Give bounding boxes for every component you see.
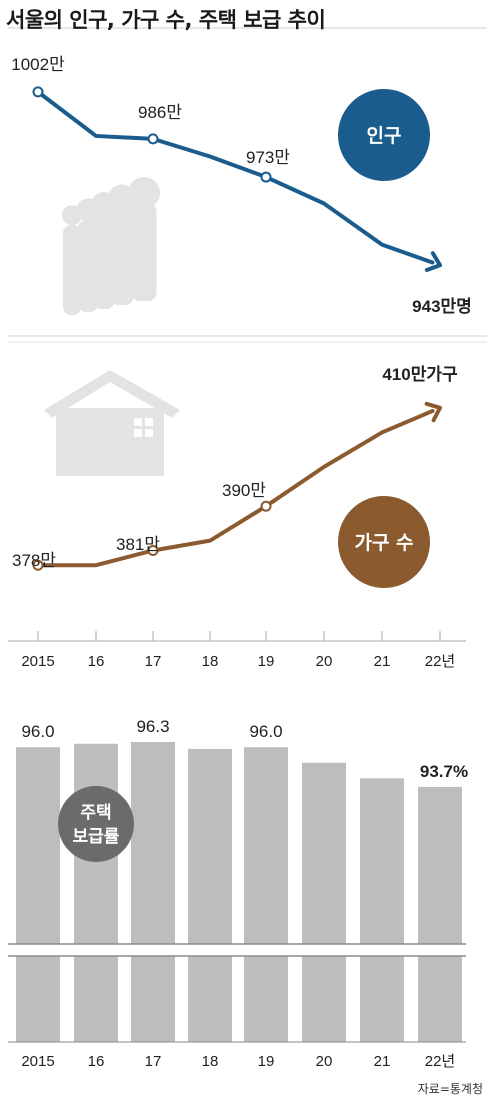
infographic-title: 서울의 인구, 가구 수, 주택 보급 추이 bbox=[6, 8, 326, 32]
bar bbox=[188, 748, 232, 1042]
data-label: 378만 bbox=[12, 551, 56, 570]
person-body-1 bbox=[78, 220, 98, 312]
axis-break-gap bbox=[8, 944, 466, 956]
house-window-pane bbox=[134, 429, 142, 437]
people-silhouette-icon bbox=[62, 177, 160, 315]
data-label: 943만명 bbox=[412, 297, 472, 316]
x-tick-label: 16 bbox=[88, 653, 105, 670]
series-badge-label: 인구 bbox=[367, 125, 402, 147]
data-point bbox=[147, 544, 159, 556]
series-badge-label: 가구 수 bbox=[354, 532, 413, 554]
data-label: 1002만 bbox=[11, 55, 65, 74]
data-point bbox=[32, 559, 44, 571]
person-body-0 bbox=[63, 225, 81, 315]
data-point bbox=[260, 500, 272, 512]
rate-badge-label: 주택 bbox=[80, 803, 111, 823]
x-tick-label: 19 bbox=[258, 653, 275, 670]
x-tick-label: 18 bbox=[202, 653, 219, 670]
data-point bbox=[260, 171, 272, 183]
data-point bbox=[32, 86, 44, 98]
house-icon bbox=[44, 370, 180, 476]
house-window-pane bbox=[134, 418, 142, 426]
series-arrowhead bbox=[424, 401, 442, 423]
data-label: 973만 bbox=[246, 148, 290, 167]
bar bbox=[16, 747, 60, 1042]
person-head-4 bbox=[128, 177, 160, 209]
bar bbox=[360, 778, 404, 1042]
source-note: 자료=통계청 bbox=[417, 1082, 483, 1096]
x-tick-label: 16 bbox=[88, 1053, 105, 1070]
rate-badge-label: 보급률 bbox=[73, 827, 120, 847]
series-line bbox=[36, 408, 435, 568]
bar-value-label: 96.3 bbox=[136, 717, 169, 736]
data-label: 410만가구 bbox=[382, 365, 458, 384]
house-window-pane bbox=[145, 429, 153, 437]
bar bbox=[131, 742, 175, 1042]
bar bbox=[418, 786, 462, 1042]
data-label: 381만 bbox=[116, 535, 160, 554]
bar bbox=[244, 747, 288, 1042]
x-tick-label: 17 bbox=[145, 653, 162, 670]
data-point bbox=[147, 133, 159, 145]
bar-value-label: 93.7% bbox=[420, 762, 468, 781]
x-tick-label: 21 bbox=[374, 1053, 391, 1070]
bar-value-label: 96.0 bbox=[21, 722, 54, 741]
series-badge bbox=[338, 496, 430, 588]
bar-value-label: 96.0 bbox=[249, 722, 282, 741]
house-window-pane bbox=[145, 418, 153, 426]
x-tick-label: 21 bbox=[374, 653, 391, 670]
x-tick-label: 22년 bbox=[425, 1053, 456, 1070]
x-tick-label: 2015 bbox=[21, 653, 54, 670]
x-tick-label: 2015 bbox=[21, 1053, 54, 1070]
x-tick-label: 22년 bbox=[425, 653, 456, 670]
x-tick-label: 18 bbox=[202, 1053, 219, 1070]
bar bbox=[302, 762, 346, 1042]
series-line bbox=[36, 89, 435, 265]
person-body-3 bbox=[110, 209, 134, 305]
person-body-4 bbox=[131, 203, 157, 301]
x-tick-label: 17 bbox=[145, 1053, 162, 1070]
x-tick-label: 20 bbox=[316, 653, 333, 670]
data-label: 986만 bbox=[138, 103, 182, 122]
series-arrowhead bbox=[424, 251, 442, 272]
x-tick-label: 19 bbox=[258, 1053, 275, 1070]
series-badge bbox=[338, 89, 430, 181]
x-tick-label: 20 bbox=[316, 1053, 333, 1070]
data-label: 390만 bbox=[222, 481, 266, 500]
rate-badge bbox=[58, 786, 134, 862]
person-body-2 bbox=[93, 215, 115, 309]
